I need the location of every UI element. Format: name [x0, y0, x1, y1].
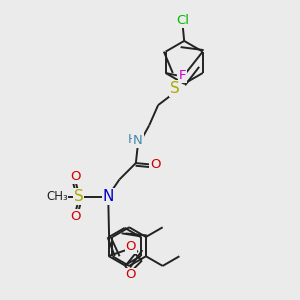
Text: N: N	[133, 134, 143, 147]
Text: CH₃: CH₃	[46, 190, 68, 203]
Text: S: S	[169, 81, 179, 96]
Text: O: O	[126, 240, 136, 253]
Text: O: O	[150, 158, 160, 171]
Text: Cl: Cl	[176, 14, 189, 27]
Text: O: O	[70, 170, 81, 183]
Text: S: S	[74, 189, 83, 204]
Text: O: O	[70, 210, 81, 223]
Text: F: F	[178, 69, 186, 82]
Text: N: N	[103, 189, 114, 204]
Text: O: O	[126, 268, 136, 281]
Text: H: H	[127, 133, 137, 146]
